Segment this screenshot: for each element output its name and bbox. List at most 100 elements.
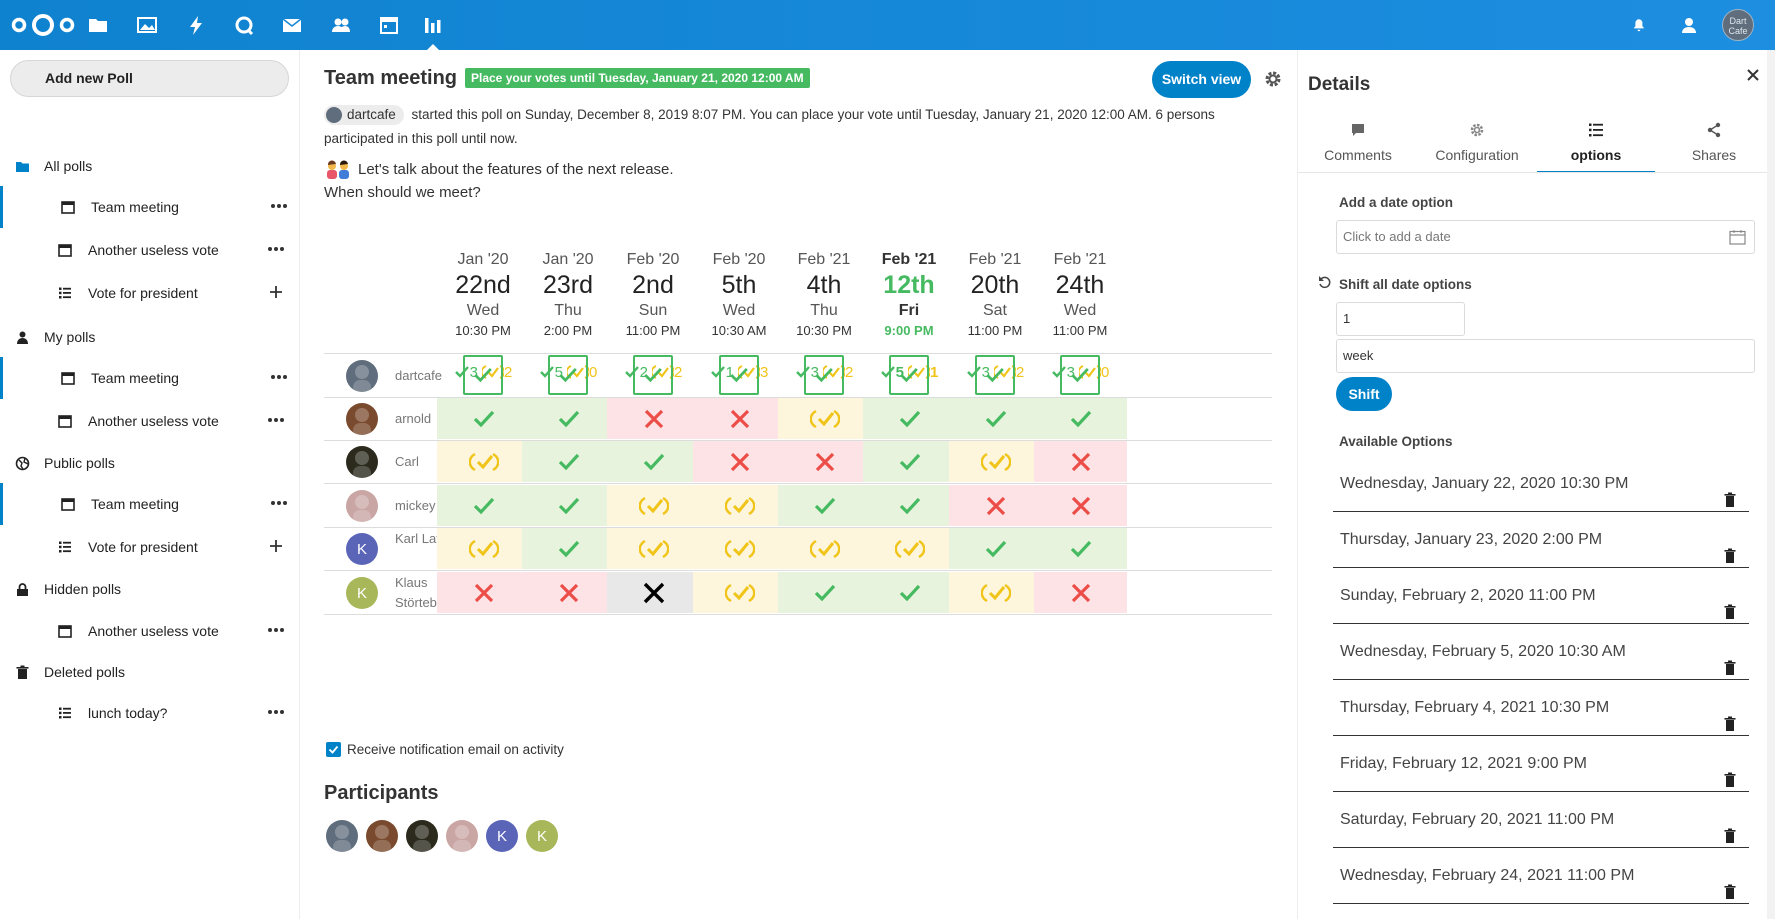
option-time: 10:30 PM [455,323,511,338]
check-icon [474,367,492,383]
photos-icon[interactable] [133,11,161,39]
gear-icon[interactable] [1263,69,1283,89]
notification-checkbox[interactable]: Receive notification email on activity [326,742,564,757]
tab-configuration[interactable]: Configuration [1418,122,1536,163]
yes-count-value: 2 [639,363,648,381]
nextcloud-logo-icon[interactable] [10,12,76,38]
shift-amount-input[interactable]: 1 [1336,302,1465,336]
option-label: Friday, February 12, 2021 9:00 PM [1340,755,1587,772]
talk-icon[interactable] [230,11,258,39]
trash-icon[interactable] [1723,700,1737,731]
option-mon: Jan '20 [542,251,594,268]
calendar-icon [61,371,75,385]
contacts-menu-icon[interactable] [1677,13,1701,37]
nav-poll-item[interactable]: Another useless vote [0,229,299,271]
option-dow: Wed [722,302,756,319]
more-icon[interactable] [269,196,289,216]
nav-poll-item[interactable]: Vote for president [0,272,299,314]
tab-comments[interactable]: Comments [1299,122,1417,163]
participant-name: arnold [395,411,432,426]
checkbox-checked-icon[interactable] [326,742,341,757]
files-icon[interactable] [84,11,112,39]
vote-cell-no [522,572,615,613]
nav-poll-item[interactable]: lunch today? [0,692,299,734]
vote-cell-yes [522,528,615,569]
avatar[interactable]: K [526,820,558,852]
add-new-poll-button[interactable]: Add new Poll [10,60,289,97]
option-label: Thursday, February 4, 2021 10:30 PM [1340,699,1610,716]
option-dow: Wed [466,302,500,319]
user-avatar[interactable]: Dart Cafe [1722,9,1754,41]
trash-icon[interactable] [1723,588,1737,619]
polls-icon[interactable] [419,11,447,50]
shift-button[interactable]: Shift [1336,377,1392,411]
activity-icon[interactable] [182,11,210,39]
more-icon[interactable] [266,410,286,430]
close-icon[interactable] [1742,64,1764,86]
vote-cell-no [693,441,786,482]
list-icon [58,540,72,554]
more-icon[interactable] [269,493,289,513]
tab-label: Shares [1691,147,1737,163]
notifications-icon[interactable] [1627,13,1651,37]
avatar[interactable]: K [486,820,518,852]
owner-chip[interactable]: dartcafe [324,105,404,126]
nav-category-all-polls[interactable]: All polls [0,148,299,184]
tab-shares[interactable]: Shares [1655,122,1773,163]
nav-category-public-polls[interactable]: Public polls [0,445,299,481]
more-icon[interactable] [269,367,289,387]
avatar[interactable] [326,820,358,852]
nav-poll-item[interactable]: Team meeting [0,483,299,525]
more-icon[interactable] [266,702,286,722]
yes-count-value: 3 [981,363,990,381]
trash-icon[interactable] [1723,532,1737,563]
nav-category-my-polls[interactable]: My polls [0,319,299,355]
vote-toggle-button[interactable] [889,355,929,395]
lock-icon [0,582,44,597]
nav-poll-item[interactable]: Another useless vote [0,400,299,442]
trash-icon[interactable] [1723,868,1737,899]
trash-icon[interactable] [1723,644,1737,675]
option-header: Jan '20 23rd Thu 2:00 PM [523,250,613,341]
nav-poll-item[interactable]: Team meeting [0,186,299,228]
vote-toggle-button[interactable] [719,355,759,395]
vote-toggle-button[interactable] [804,355,844,395]
add-icon[interactable] [266,282,286,302]
available-options-label: Available Options [1339,434,1453,449]
calendar-icon [61,200,75,214]
trash-icon[interactable] [1723,476,1737,507]
avatar[interactable] [406,820,438,852]
nav-poll-item[interactable]: Vote for president [0,526,299,568]
calendar-icon[interactable] [1729,229,1746,245]
vote-toggle-button[interactable] [1060,355,1100,395]
avatar[interactable] [446,820,478,852]
nav-poll-item[interactable]: Another useless vote [0,610,299,652]
scrollbar[interactable] [1767,50,1775,919]
vote-toggle-button[interactable] [975,355,1015,395]
option-label: Sunday, February 2, 2020 11:00 PM [1340,587,1596,604]
trash-icon[interactable] [1723,812,1737,843]
more-icon[interactable] [266,239,286,259]
avatar[interactable] [366,820,398,852]
shift-unit-select[interactable]: week [1336,339,1755,373]
nav-poll-item[interactable]: Team meeting [0,357,299,399]
calendar-icon [58,624,72,638]
switch-view-button[interactable]: Switch view [1152,61,1251,98]
nav-poll-label: lunch today? [88,705,168,721]
more-icon[interactable] [266,620,286,640]
vote-toggle-button[interactable] [548,355,588,395]
mail-icon[interactable] [278,11,306,39]
nav-category-hidden-polls[interactable]: Hidden polls [0,571,299,607]
nav-category-deleted-polls[interactable]: Deleted polls [0,654,299,690]
vote-cell-yes [863,398,956,439]
vote-toggle-button[interactable] [463,355,503,395]
nav-poll-label: Another useless vote [88,242,219,258]
calendar-icon[interactable] [375,11,403,39]
vote-toggle-button[interactable] [633,355,673,395]
date-picker-input[interactable]: Click to add a date [1336,220,1755,254]
tab-options[interactable]: options [1537,122,1655,173]
contacts-icon[interactable] [327,11,355,39]
vote-cell-yes [863,485,956,526]
trash-icon[interactable] [1723,756,1737,787]
add-icon[interactable] [266,536,286,556]
